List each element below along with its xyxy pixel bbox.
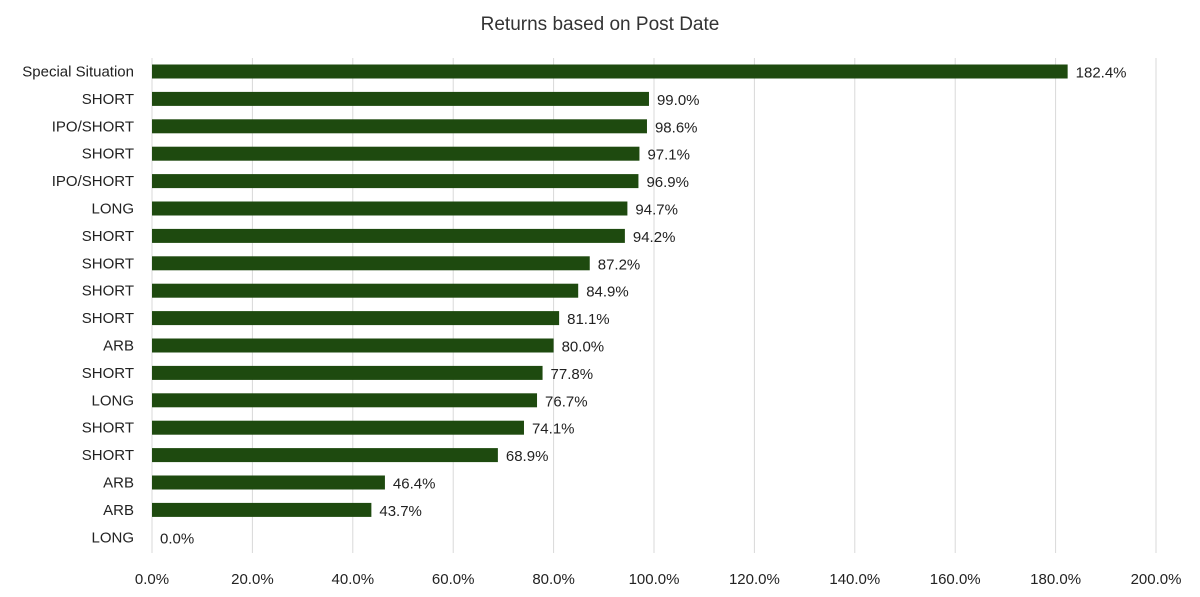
y-category-label: SHORT <box>82 310 134 327</box>
data-label: 99.0% <box>657 92 700 109</box>
y-category-label: SHORT <box>82 447 134 464</box>
chart-title: Returns based on Post Date <box>480 14 720 35</box>
y-category-label: LONG <box>91 392 134 409</box>
bar <box>152 420 524 435</box>
y-category-label: SHORT <box>82 255 134 272</box>
bar <box>152 365 543 380</box>
y-category-label: IPO/SHORT <box>52 173 134 190</box>
data-label: 87.2% <box>598 256 641 273</box>
bar <box>152 311 560 326</box>
data-label: 46.4% <box>393 476 436 493</box>
bar <box>152 338 554 353</box>
bar <box>152 119 647 134</box>
data-label: 182.4% <box>1076 65 1127 82</box>
bar <box>152 91 649 106</box>
y-category-label: SHORT <box>82 228 134 245</box>
data-label: 68.9% <box>506 448 549 465</box>
x-tick-label: 120.0% <box>729 571 780 588</box>
y-category-label: ARB <box>103 475 134 492</box>
x-tick-label: 0.0% <box>135 571 169 588</box>
y-category-label: ARB <box>103 338 134 355</box>
y-category-label: ARB <box>103 502 134 519</box>
x-tick-label: 20.0% <box>231 571 274 588</box>
data-label: 96.9% <box>646 174 689 191</box>
data-label: 81.1% <box>567 311 610 328</box>
data-label: 94.7% <box>635 202 678 219</box>
bar <box>152 475 385 490</box>
data-label: 98.6% <box>655 119 698 136</box>
bar <box>152 502 372 517</box>
x-tick-label: 200.0% <box>1131 571 1182 588</box>
data-label: 97.1% <box>647 147 690 164</box>
data-label: 77.8% <box>551 366 594 383</box>
y-category-label: IPO/SHORT <box>52 118 134 135</box>
x-tick-label: 80.0% <box>532 571 575 588</box>
x-tick-label: 40.0% <box>332 571 375 588</box>
bar <box>152 174 639 189</box>
data-label: 0.0% <box>160 530 194 547</box>
y-category-label: LONG <box>91 529 134 546</box>
x-tick-label: 140.0% <box>829 571 880 588</box>
data-label: 74.1% <box>532 421 575 438</box>
bar <box>152 448 498 463</box>
y-category-label: SHORT <box>82 283 134 300</box>
bar <box>152 146 640 161</box>
bar <box>152 64 1068 79</box>
y-category-label: SHORT <box>82 365 134 382</box>
data-label: 43.7% <box>379 503 422 520</box>
data-label: 76.7% <box>545 393 588 410</box>
y-category-label: SHORT <box>82 146 134 163</box>
y-category-label: LONG <box>91 201 134 218</box>
bar <box>152 201 628 216</box>
y-category-label: SHORT <box>82 420 134 437</box>
data-label: 84.9% <box>586 284 629 301</box>
y-category-label: SHORT <box>82 91 134 108</box>
x-tick-label: 60.0% <box>432 571 475 588</box>
bar <box>152 393 538 408</box>
y-category-label: Special Situation <box>22 64 134 81</box>
bar <box>152 228 625 243</box>
data-label: 94.2% <box>633 229 676 246</box>
bar <box>152 256 590 271</box>
data-label: 80.0% <box>562 339 605 356</box>
bar <box>152 283 579 298</box>
x-tick-label: 180.0% <box>1030 571 1081 588</box>
x-tick-label: 100.0% <box>629 571 680 588</box>
x-tick-label: 160.0% <box>930 571 981 588</box>
